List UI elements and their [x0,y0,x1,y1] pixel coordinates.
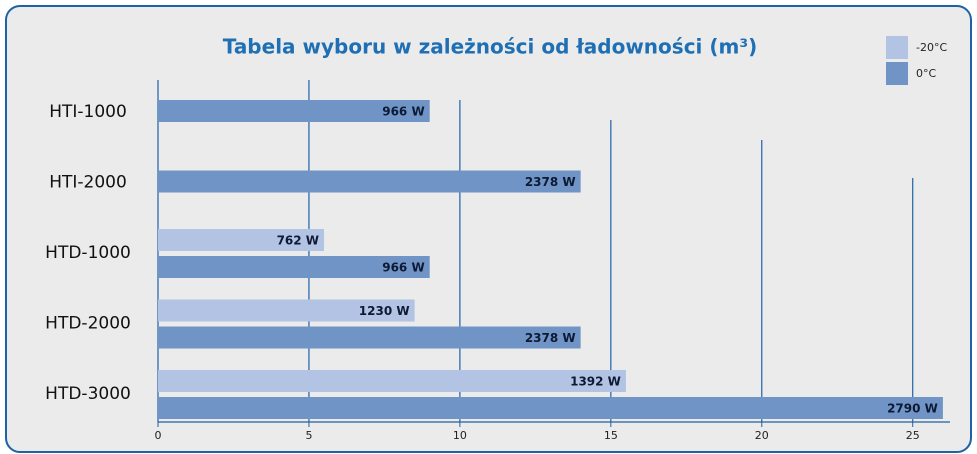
y-tick-label: HTI-1000 [49,102,127,122]
bar [158,397,943,419]
y-tick-label: HTI-2000 [49,173,127,193]
x-tick-label: 10 [453,429,467,442]
bar-label: 2378 W [525,175,576,189]
x-tick-label: 15 [604,429,618,442]
bar [158,170,581,193]
legend-swatch [886,62,908,85]
y-tick-label: HTD-1000 [45,243,131,263]
bar-label: 1392 W [570,375,621,389]
y-tick-label: HTD-2000 [45,314,131,334]
x-tick-label: 20 [755,429,769,442]
legend-label: 0°C [916,67,936,80]
x-tick-label: 0 [155,429,162,442]
bar [158,299,415,322]
bar-label: 1230 W [359,304,410,318]
bar-label: 762 W [277,234,319,248]
bar [158,326,581,349]
bar-label: 966 W [382,261,424,275]
bar-label: 966 W [382,105,424,119]
legend-swatch [886,36,908,59]
legend-label: -20°C [916,41,947,54]
x-tick-label: 25 [906,429,920,442]
bar [158,370,626,392]
bar [158,256,430,278]
bar-label: 2790 W [887,402,938,416]
chart-title: Tabela wyboru w zależności od ładowności… [223,35,758,59]
x-tick-label: 5 [305,429,312,442]
bar [158,229,325,251]
bar [158,100,430,122]
bar-label: 2378 W [525,331,576,345]
y-tick-label: HTD-3000 [45,384,131,404]
